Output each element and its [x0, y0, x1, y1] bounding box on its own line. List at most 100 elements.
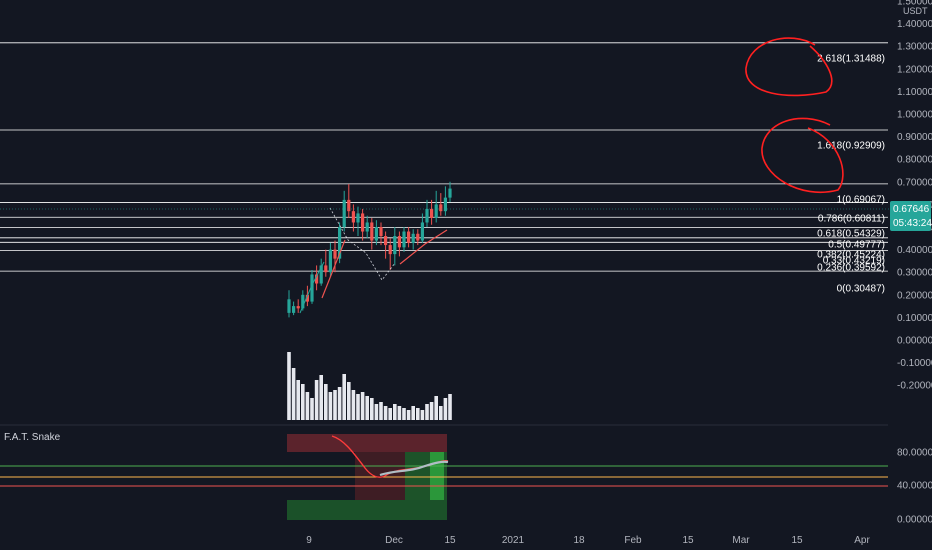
- price-axis-label: 1.50000: [897, 0, 932, 8]
- time-axis-label: Apr: [854, 535, 870, 546]
- volume-bar: [365, 396, 369, 420]
- fib-level-label: 0.786(0.60811): [818, 214, 885, 225]
- price-axis-label: 1.20000: [897, 64, 932, 75]
- volume-bar: [443, 398, 448, 420]
- volume-bar: [314, 380, 319, 420]
- fib-level-label: 1.618(0.92909): [817, 141, 885, 152]
- candlesticks: [287, 181, 452, 318]
- candle-body: [370, 222, 374, 241]
- price-axis-label: 1.00000: [897, 110, 932, 121]
- time-axis-label: Dec: [385, 535, 403, 546]
- price-axis-label: 0.20000: [897, 290, 932, 301]
- indicator-title[interactable]: F.A.T. Snake: [4, 432, 61, 443]
- candle-body: [393, 236, 397, 255]
- volume-bar: [402, 408, 406, 420]
- volume-bar: [310, 398, 314, 420]
- currency-label: USDT: [903, 6, 928, 16]
- volume-bar: [393, 404, 397, 420]
- price-axis-label: 1.10000: [897, 87, 932, 98]
- candle-body: [361, 213, 365, 232]
- candle-body: [305, 294, 309, 302]
- volume-bar: [388, 408, 392, 420]
- volume-bar: [351, 390, 356, 420]
- indicator-axis-label: 0.00000: [897, 515, 932, 526]
- price-axis-label: 0.10000: [897, 313, 932, 324]
- fib-level-label: 0.33(0.43219): [823, 256, 885, 267]
- green-zone: [287, 500, 447, 520]
- price-axis-label: 0.80000: [897, 155, 932, 166]
- price-axis-label: 0.70000: [897, 177, 932, 188]
- volume-bar: [360, 392, 365, 420]
- red-circle-annotation: [745, 37, 833, 97]
- candle-body: [420, 222, 424, 241]
- indicator-axis-label: 80.00000: [897, 448, 932, 459]
- indicator-axis-label: 40.00000: [897, 481, 932, 492]
- candle-body: [296, 306, 300, 309]
- current-price-value: 0.67646: [893, 204, 930, 215]
- volume-bar: [333, 390, 337, 420]
- candle-body: [315, 274, 319, 284]
- fib-level-label: 1(0.69067): [837, 195, 885, 206]
- trend-lines: [299, 207, 448, 314]
- volume-bar: [370, 398, 374, 420]
- price-axis-label: -0.10000: [897, 358, 932, 369]
- candle-body: [388, 245, 392, 255]
- price-axis-label: 1.30000: [897, 42, 932, 53]
- volume-bar: [342, 374, 346, 420]
- time-axis-label: 18: [573, 535, 585, 546]
- volume-bar: [337, 387, 342, 420]
- volume-bar: [406, 410, 411, 420]
- candle-body: [287, 299, 291, 313]
- fib-level-label: 0(0.30487): [837, 284, 885, 295]
- candle-body: [443, 197, 447, 212]
- volume-bar: [328, 392, 333, 420]
- candle-body: [448, 188, 452, 198]
- candle-body: [333, 249, 337, 259]
- volume-bar: [319, 375, 323, 420]
- price-axis-label: 0.00000: [897, 336, 932, 347]
- time-axis: 9 Dec 15 2021 18 Feb 15 Mar 15 Apr: [306, 535, 870, 546]
- fib-level-label: 0.618(0.54329): [817, 229, 885, 240]
- candle-body: [397, 236, 401, 248]
- fib-level-label: 0.5(0.49777): [828, 240, 885, 251]
- fib-level-label: 2.618(1.31488): [817, 54, 885, 65]
- volume-bar: [347, 382, 351, 420]
- candle-body: [356, 213, 360, 223]
- red-histogram: [355, 452, 405, 500]
- volume-bar: [448, 394, 452, 420]
- volume-bar: [301, 384, 305, 420]
- candle-body: [324, 265, 328, 273]
- red-zone: [287, 434, 447, 452]
- signal-line: [379, 460, 449, 477]
- hand-drawn-annotations: [745, 37, 844, 193]
- price-axis-label: 0.30000: [897, 268, 932, 279]
- fib-level-label: 0.382(0.45224): [817, 250, 885, 261]
- candle-body: [351, 211, 355, 223]
- candle-body: [292, 306, 296, 313]
- candle-body: [310, 274, 314, 302]
- volume-bar: [416, 408, 420, 420]
- time-axis-label: 15: [791, 535, 803, 546]
- candle-body: [319, 265, 323, 284]
- price-axis: 1.50000 1.40000 1.30000 1.20000 1.10000 1.000…: [897, 0, 932, 392]
- candle-body: [430, 208, 434, 218]
- candle-body: [374, 227, 378, 241]
- volume-bar: [429, 402, 434, 420]
- time-axis-label: 2021: [502, 535, 525, 546]
- price-axis-label: 1.40000: [897, 19, 932, 30]
- current-price-box: [890, 201, 931, 231]
- candle-body: [365, 222, 369, 232]
- trend-line: [321, 239, 346, 299]
- time-axis-label: Mar: [732, 535, 750, 546]
- time-axis-label: 9: [306, 535, 312, 546]
- fibonacci-retracement: 2.618(1.31488) 1.618(0.92909) 1(0.69067) 0.…: [0, 42, 888, 295]
- time-axis-label: 15: [682, 535, 694, 546]
- candle-body: [347, 199, 351, 212]
- candle-body: [416, 233, 420, 241]
- volume-bar: [379, 402, 383, 420]
- fib-level-label: 0.236(0.39592): [817, 263, 885, 274]
- moving-average-line: [299, 261, 325, 314]
- volume-bar: [291, 368, 296, 420]
- candle-body: [411, 233, 415, 243]
